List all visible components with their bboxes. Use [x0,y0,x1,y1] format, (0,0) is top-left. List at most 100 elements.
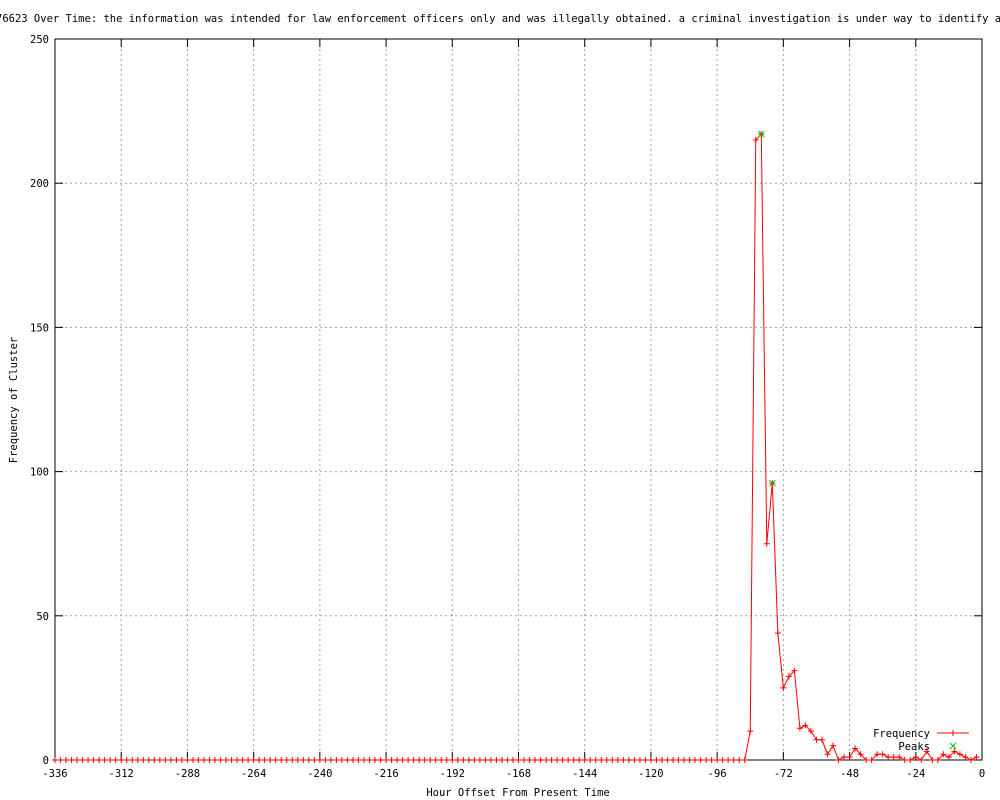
frequency-point [349,757,356,763]
frequency-point [200,757,207,763]
x-tick-label: 0 [979,768,985,780]
grid [55,39,982,760]
frequency-point [432,757,439,763]
frequency-point [570,757,577,763]
frequency-point [278,757,285,763]
x-tick-label: -72 [774,768,793,780]
frequency-point [427,757,434,763]
frequency-point [752,136,759,143]
frequency-point [460,757,467,763]
frequency-point [57,757,64,763]
y-tick-label: 0 [43,755,49,767]
frequency-point [476,757,483,763]
frequency-point [697,757,704,763]
frequency-point [322,757,329,763]
frequency-point [813,736,820,743]
frequency-point [918,757,925,763]
frequency-point [852,745,859,752]
x-tick-label: -144 [572,768,597,780]
frequency-point [592,757,599,763]
frequency-point [178,757,185,763]
y-tick-label: 50 [36,611,49,623]
frequency-point [294,757,301,763]
frequency-point [112,757,119,763]
frequency-point [874,751,881,758]
frequency-point [305,757,312,763]
frequency-point [101,757,108,763]
frequency-point [956,751,963,758]
x-tick-label: -96 [708,768,727,780]
frequency-point [96,757,103,763]
frequency-point [438,757,445,763]
frequency-point [421,757,428,763]
frequency-point [311,757,318,763]
frequency-point [189,757,196,763]
series-layer [52,130,980,763]
frequency-point [796,725,803,732]
frequency-point [912,754,919,761]
frequency-point [747,728,754,735]
axis-ticks: -336 -312 -288 -264 -240 -216 -192 -168 -144 -120… [30,34,985,780]
frequency-point [465,757,472,763]
frequency-point [52,757,58,763]
frequency-point [504,757,511,763]
frequency-point [68,757,75,763]
frequency-point [223,757,230,763]
frequency-point [554,757,561,763]
frequency-point [675,757,682,763]
frequency-point [239,757,246,763]
frequency-point [454,757,461,763]
frequency-point [923,748,930,755]
frequency-point [283,757,290,763]
y-tick-label: 150 [30,322,49,334]
frequency-point [879,751,886,758]
frequency-point [145,757,152,763]
frequency-point [206,757,213,763]
frequency-point [581,757,588,763]
frequency-point [228,757,235,763]
frequency-point [261,757,268,763]
frequency-point [962,754,969,761]
frequency-point [245,757,252,763]
frequency-point [664,757,671,763]
frequency-point [609,757,616,763]
frequency-point [807,728,814,735]
frequency-point [129,757,136,763]
frequency-point [118,757,125,763]
frequency-point [681,757,688,763]
frequency-point [863,757,870,763]
frequency-point [631,757,638,763]
frequency-point [830,742,837,749]
frequency-point [868,757,875,763]
frequency-point [725,757,732,763]
frequency-point [890,754,897,761]
x-tick-label: -312 [109,768,134,780]
y-tick-label: 200 [30,178,49,190]
frequency-point [300,757,307,763]
x-tick-label: -120 [638,768,663,780]
frequency-point [736,757,743,763]
frequency-point [548,757,555,763]
frequency-point [184,757,191,763]
frequency-point [576,757,583,763]
frequency-point [316,757,323,763]
frequency-point [896,754,903,761]
frequency-point [708,757,715,763]
frequency-point [824,751,831,758]
frequency-point [951,748,958,755]
frequency-point [63,757,70,763]
legend-label-peaks: Peaks [898,741,930,753]
frequency-point [719,757,726,763]
frequency-point [587,757,594,763]
frequency-point [625,757,632,763]
frequency-point [333,757,340,763]
frequency-point [841,754,848,761]
frequency-point [134,757,141,763]
frequency-point [620,757,627,763]
frequency-line [55,132,977,761]
frequency-point [929,757,936,763]
frequency-point [703,757,710,763]
frequency-point [692,757,699,763]
frequency-point [449,757,456,763]
frequency-point [521,757,528,763]
